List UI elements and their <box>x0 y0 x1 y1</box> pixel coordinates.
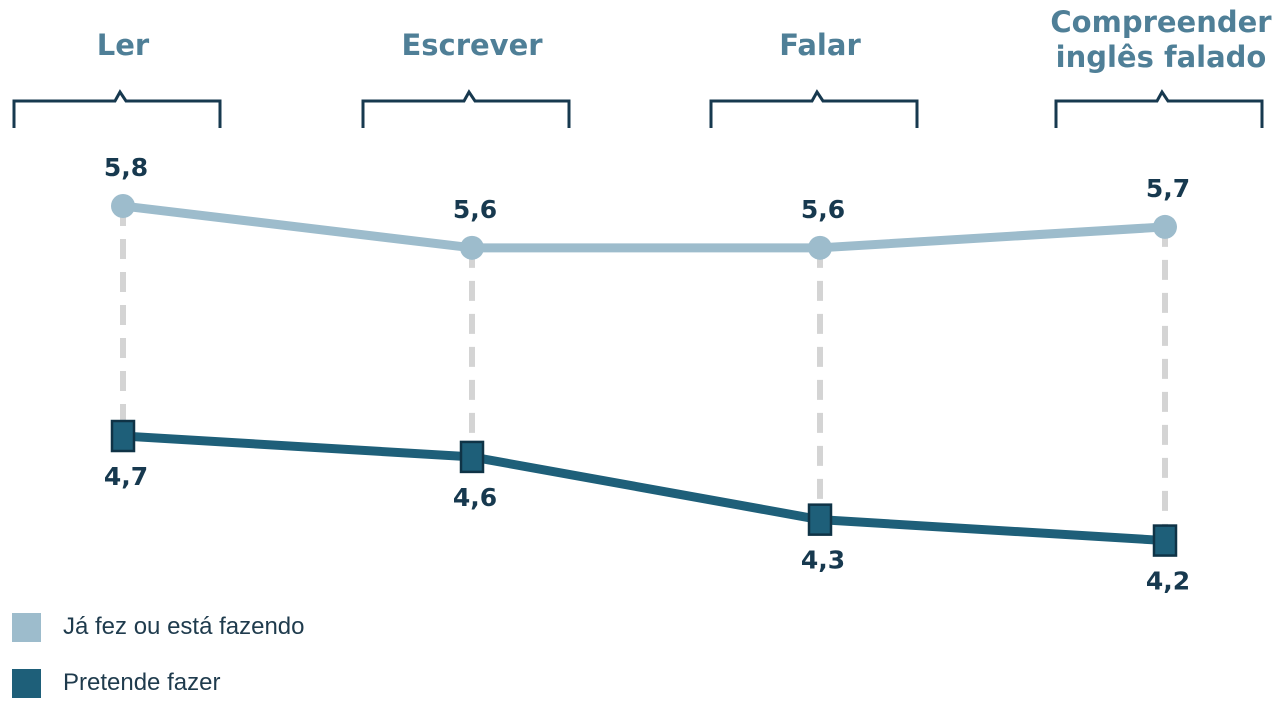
data-label-series-1-falar: 5,6 <box>801 195 845 224</box>
legend-item-series-2: Pretende fazer <box>12 666 305 700</box>
data-label-series-1-compreender-ingles-falado: 5,7 <box>1146 174 1190 203</box>
point-series-2-escrever <box>459 440 485 474</box>
legend: Já fez ou está fazendo Pretende fazer <box>12 610 305 722</box>
legend-item-series-1: Já fez ou está fazendo <box>12 610 305 644</box>
legend-swatch-series-2 <box>12 668 41 698</box>
point-series-1-escrever <box>460 235 484 260</box>
point-series-2-falar <box>807 503 833 536</box>
point-series-1-falar <box>808 235 832 260</box>
legend-label-series-2: Pretende fazer <box>63 669 221 696</box>
data-label-series-1-escrever: 5,6 <box>453 195 497 224</box>
bracket-escrever <box>361 89 571 128</box>
legend-label-series-1: Já fez ou está fazendo <box>63 613 305 640</box>
category-label-ler: Ler <box>97 28 150 62</box>
point-series-2-ler <box>110 419 136 453</box>
bracket-ler <box>12 89 222 128</box>
data-label-series-2-ler: 4,7 <box>104 462 148 491</box>
legend-swatch-series-1 <box>12 612 41 642</box>
series-line-1 <box>118 201 1170 253</box>
data-label-series-2-compreender-ingles-falado: 4,2 <box>1146 567 1190 596</box>
category-label-falar: Falar <box>779 28 861 62</box>
data-label-series-2-falar: 4,3 <box>801 546 845 575</box>
data-label-series-2-escrever: 4,6 <box>453 483 497 512</box>
series-line-2 <box>118 431 1170 546</box>
bracket-compreender-ingles-falado <box>1054 89 1264 128</box>
point-series-1-ler <box>111 194 135 218</box>
category-label-escrever: Escrever <box>401 28 543 62</box>
point-series-1-compreender-ingles-falado <box>1153 214 1177 239</box>
point-series-2-compreender-ingles-falado <box>1152 524 1178 557</box>
category-label-compreender-ingles-falado-line-2: inglês falado <box>1056 40 1267 74</box>
category-label-compreender-ingles-falado-line-1: Compreender <box>1050 5 1272 39</box>
data-label-series-1-ler: 5,8 <box>104 153 148 182</box>
bracket-falar <box>709 89 919 128</box>
